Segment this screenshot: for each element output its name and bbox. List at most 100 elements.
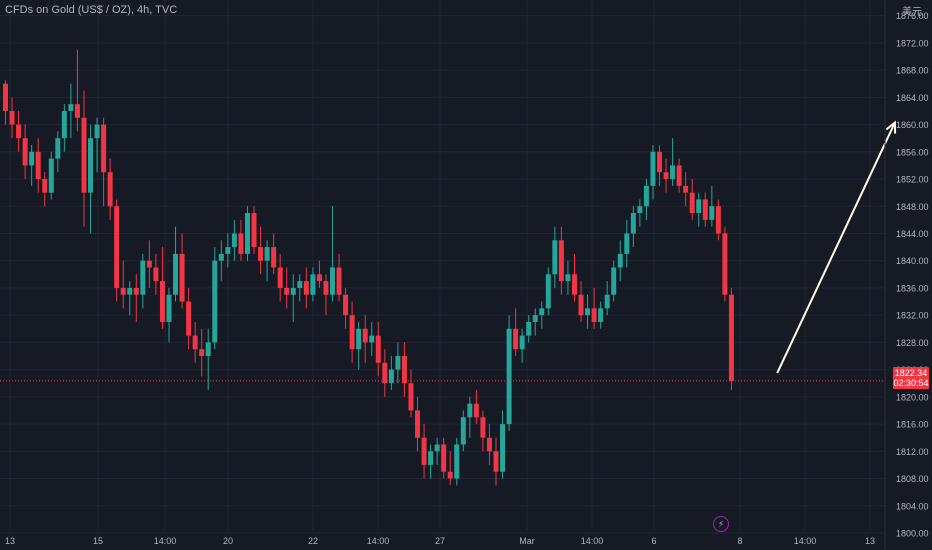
candle-body xyxy=(447,471,453,479)
candle-body xyxy=(670,165,676,180)
candle-body xyxy=(598,308,604,322)
candle-body xyxy=(101,124,107,173)
candle-body xyxy=(663,172,669,180)
candle-body xyxy=(401,356,407,384)
candle-body xyxy=(408,383,414,411)
candle-body xyxy=(330,267,335,295)
x-tick-label: 8 xyxy=(737,536,742,546)
x-tick-label: 6 xyxy=(651,536,656,546)
candle-body xyxy=(506,328,512,425)
x-tick-label: 14:00 xyxy=(581,536,604,546)
candle-body xyxy=(362,328,368,343)
candle-body xyxy=(9,110,15,125)
candle-body xyxy=(689,192,695,214)
candle-body xyxy=(617,253,623,268)
candle-body xyxy=(460,417,466,445)
candle-body xyxy=(258,247,264,261)
candle-body xyxy=(303,281,309,295)
candle-body xyxy=(454,444,460,479)
y-tick-label: 1804.00 xyxy=(896,501,929,511)
x-tick-label: 13 xyxy=(865,536,875,546)
candle-body xyxy=(565,274,571,282)
candle-body xyxy=(35,151,41,180)
candle-body xyxy=(277,267,283,288)
candle-body xyxy=(3,83,8,111)
x-tick-label: 14:00 xyxy=(367,536,390,546)
y-tick-label: 1816.00 xyxy=(896,420,929,430)
candle-body xyxy=(604,294,610,309)
candle-body xyxy=(22,138,28,166)
candle-body xyxy=(179,253,185,302)
candle-body xyxy=(212,260,218,343)
candle-body xyxy=(225,247,231,254)
candle-body xyxy=(356,328,362,350)
y-tick-label: 1836.00 xyxy=(896,283,929,293)
lightning-icon[interactable]: ⚡ xyxy=(713,516,729,532)
candle-body xyxy=(146,260,152,268)
candle-body xyxy=(441,444,447,472)
candle-body xyxy=(643,185,649,207)
candle-body xyxy=(61,110,67,139)
trend-arrow-line xyxy=(776,122,896,374)
candle-body xyxy=(500,424,506,472)
candle-body xyxy=(284,287,290,295)
candle-body xyxy=(316,274,322,282)
candle-body xyxy=(244,213,250,254)
y-tick-label: 1828.00 xyxy=(896,338,929,348)
y-tick-label: 1840.00 xyxy=(896,256,929,266)
candle-body xyxy=(16,124,22,139)
candle-body xyxy=(238,233,244,254)
candle-body xyxy=(166,294,172,322)
candle-body xyxy=(127,287,133,295)
y-tick-label: 1800.00 xyxy=(896,528,929,538)
candle-body xyxy=(199,349,205,357)
candle-body xyxy=(186,301,192,336)
currency-label[interactable]: 美元 xyxy=(902,7,922,18)
candle-body xyxy=(48,158,54,193)
y-tick-label: 1860.00 xyxy=(896,120,929,130)
candle-body xyxy=(715,206,721,234)
y-tick-label: 1864.00 xyxy=(896,93,929,103)
y-tick-label: 1876.00 xyxy=(896,11,929,21)
candle-body xyxy=(120,287,126,295)
y-tick-label: 1812.00 xyxy=(896,447,929,457)
candle-body xyxy=(526,321,532,336)
chart-title: CFDs on Gold (US$ / OZ), 4h, TVC xyxy=(5,4,178,16)
y-tick-label: 1868.00 xyxy=(896,66,929,76)
countdown-timer: 02:30:54 xyxy=(893,378,929,388)
candle-body xyxy=(68,104,74,111)
candle-body xyxy=(637,206,643,214)
candle-body xyxy=(297,281,303,288)
candle-body xyxy=(467,403,473,418)
candle-body xyxy=(159,281,165,322)
candle-body xyxy=(611,267,617,295)
candle-body xyxy=(552,240,558,275)
x-tick-label: 15 xyxy=(93,536,103,546)
candle-body xyxy=(513,328,519,350)
candle-body xyxy=(493,451,499,472)
annotation-layer xyxy=(0,120,897,382)
candle-body xyxy=(388,369,394,384)
candle-layer xyxy=(3,49,734,486)
candle-body xyxy=(683,185,689,193)
candle-body xyxy=(728,294,734,381)
candle-body xyxy=(251,213,257,248)
candle-body xyxy=(395,356,401,370)
y-tick-label: 1848.00 xyxy=(896,202,929,212)
x-tick-label: 22 xyxy=(308,536,318,546)
candle-body xyxy=(74,104,80,118)
candle-body xyxy=(81,117,87,193)
candle-body xyxy=(310,274,316,295)
candle-body xyxy=(480,417,486,438)
x-tick-label: 13 xyxy=(5,536,15,546)
x-tick-label: Mar xyxy=(519,536,535,546)
candle-body xyxy=(532,315,538,322)
candle-body xyxy=(343,294,349,316)
candle-body xyxy=(133,287,139,295)
candle-body xyxy=(415,410,421,438)
candle-body xyxy=(264,247,270,261)
candle-body xyxy=(702,199,708,220)
candle-body xyxy=(382,362,388,384)
